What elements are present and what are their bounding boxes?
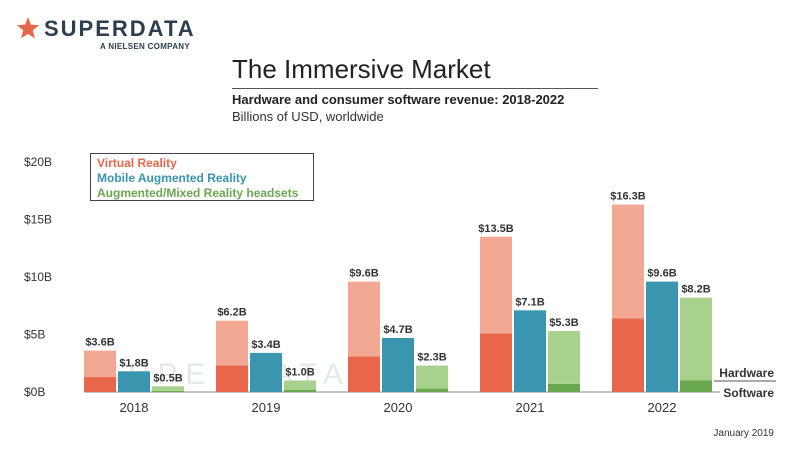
data-label: $1.8B	[119, 357, 148, 369]
x-tick-label: 2018	[120, 400, 149, 415]
report-date: January 2019	[713, 428, 774, 439]
bar-segment-hardware	[680, 297, 712, 381]
bar-segment-hardware	[152, 386, 184, 391]
y-tick-label: $5B	[24, 328, 45, 342]
software-label: Software	[723, 386, 774, 400]
data-label: $3.4B	[251, 339, 280, 351]
bar-segment-software	[480, 333, 512, 392]
bar-segment-hardware	[612, 204, 644, 319]
data-label: $6.2B	[217, 307, 246, 319]
x-tick-label: 2019	[252, 400, 281, 415]
legend-item-ar-mr-headsets: Augmented/Mixed Reality headsets	[97, 186, 299, 200]
x-tick-label: 2022	[648, 400, 677, 415]
bar-segment-hardware	[480, 236, 512, 334]
chart-legend: Virtual Reality Mobile Augmented Reality…	[90, 153, 314, 201]
brand-tagline: A NIELSEN COMPANY	[100, 42, 190, 51]
bar-segment-software	[348, 356, 380, 392]
hardware-label: Hardware	[719, 366, 774, 380]
bar-segment-hardware	[284, 380, 316, 390]
legend-item-mobile-ar: Mobile Augmented Reality	[97, 171, 247, 185]
chart-subtitle: Hardware and consumer software revenue: …	[232, 92, 565, 107]
data-label: $1.0B	[285, 367, 314, 379]
brand-logo: SUPERDATA A NIELSEN COMPANY	[16, 16, 194, 51]
bar-segment-software	[612, 318, 644, 392]
bar-segment-hardware	[348, 281, 380, 357]
star-icon	[17, 17, 39, 39]
data-label: $4.7B	[383, 324, 412, 336]
data-label: $7.1B	[515, 296, 544, 308]
bar-segment-software	[118, 371, 150, 392]
bar-segment-software	[646, 281, 678, 392]
bar-segment-hardware	[548, 331, 580, 384]
bar-segment-software	[216, 365, 248, 392]
bar-segment-software	[284, 389, 316, 392]
y-tick-label: $20B	[24, 155, 52, 169]
bar-segment-software	[416, 388, 448, 392]
y-tick-label: $10B	[24, 270, 52, 284]
bar-segment-software	[514, 310, 546, 392]
y-tick-label: $0B	[24, 385, 45, 399]
title-divider	[232, 88, 598, 89]
bar-segment-hardware	[416, 365, 448, 389]
data-label: $9.6B	[647, 268, 676, 280]
bar-segment-software	[250, 352, 282, 392]
bar-segment-software	[84, 377, 116, 392]
data-label: $0.5B	[153, 372, 182, 384]
chart-units: Billions of USD, worldwide	[232, 109, 384, 124]
bar-segment-software	[382, 337, 414, 392]
data-label: $16.3B	[610, 191, 646, 203]
data-label: $3.6B	[85, 337, 114, 349]
bar-segment-software	[152, 390, 184, 392]
brand-name: SUPERDATA	[44, 16, 196, 41]
bar-segment-software	[548, 383, 580, 392]
y-tick-label: $15B	[24, 213, 52, 227]
data-label: $8.2B	[681, 284, 710, 296]
data-label: $5.3B	[549, 317, 578, 329]
data-label: $13.5B	[478, 223, 514, 235]
data-label: $2.3B	[417, 352, 446, 364]
bar-segment-hardware	[216, 320, 248, 366]
x-tick-label: 2021	[516, 400, 545, 415]
x-tick-label: 2020	[384, 400, 413, 415]
bar-segment-software	[680, 380, 712, 392]
bar-segment-hardware	[84, 350, 116, 378]
data-label: $9.6B	[349, 268, 378, 280]
legend-item-vr: Virtual Reality	[97, 156, 177, 170]
chart-title: The Immersive Market	[232, 54, 491, 84]
